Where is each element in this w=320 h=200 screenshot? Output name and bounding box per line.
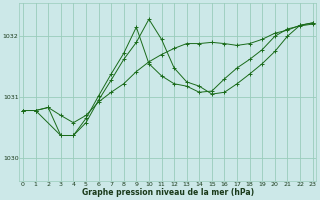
X-axis label: Graphe pression niveau de la mer (hPa): Graphe pression niveau de la mer (hPa)	[82, 188, 254, 197]
